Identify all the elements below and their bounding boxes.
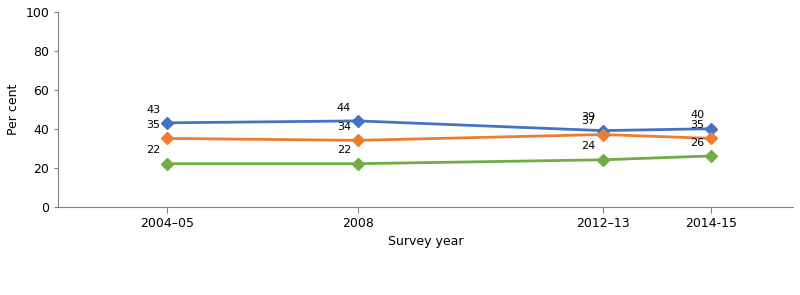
Excellent/very good xyxy=(706,127,716,130)
Line: Excellent/very good: Excellent/very good xyxy=(163,117,715,135)
Excellent/very good xyxy=(162,121,172,124)
Text: 24: 24 xyxy=(582,142,596,151)
Text: 40: 40 xyxy=(690,110,705,120)
Line: Fair/poor: Fair/poor xyxy=(163,152,715,168)
Good xyxy=(162,137,172,140)
Text: 22: 22 xyxy=(337,145,351,155)
Text: 34: 34 xyxy=(337,122,351,132)
Text: 43: 43 xyxy=(146,104,161,114)
X-axis label: Survey year: Survey year xyxy=(388,235,463,248)
Good xyxy=(706,137,716,140)
Fair/poor xyxy=(353,162,362,165)
Excellent/very good xyxy=(598,129,607,132)
Legend: Excellent/very good, Good, Fair/poor: Excellent/very good, Good, Fair/poor xyxy=(234,294,618,295)
Excellent/very good xyxy=(353,119,362,123)
Text: 26: 26 xyxy=(690,137,705,148)
Line: Good: Good xyxy=(163,130,715,145)
Text: 35: 35 xyxy=(146,120,160,130)
Fair/poor xyxy=(598,158,607,162)
Text: 22: 22 xyxy=(146,145,161,155)
Fair/poor xyxy=(706,154,716,158)
Text: 39: 39 xyxy=(582,112,596,122)
Fair/poor xyxy=(162,162,172,165)
Y-axis label: Per cent: Per cent xyxy=(7,83,20,135)
Text: 35: 35 xyxy=(690,120,705,130)
Good xyxy=(353,139,362,142)
Good xyxy=(598,133,607,136)
Text: 37: 37 xyxy=(582,116,596,126)
Text: 44: 44 xyxy=(337,103,351,113)
